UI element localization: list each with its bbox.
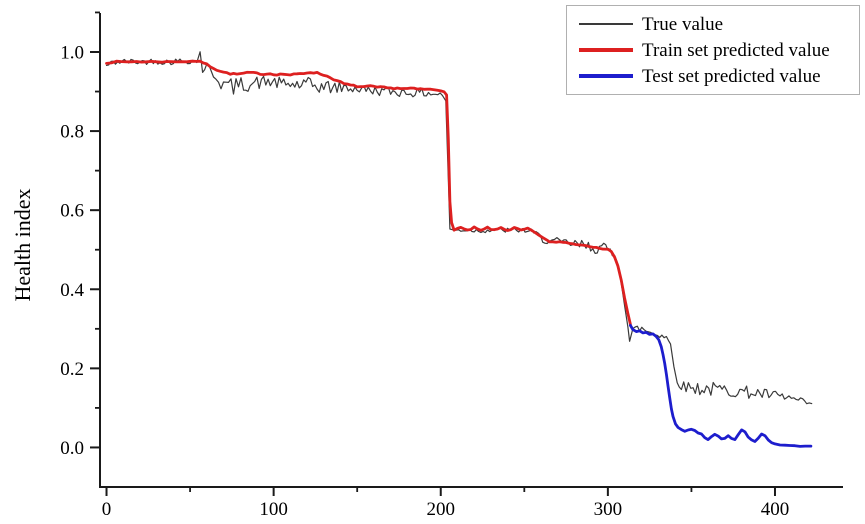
x-tick-label: 100 [259,499,288,520]
axes: 0.0 0.2 0.4 0.6 0.8 1.0 0 100 200 300 400 [60,11,843,520]
y-axis-title: Health index [10,188,35,301]
series [105,51,813,448]
legend-label-true-value: True value [642,13,724,35]
x-tick-label: 400 [761,499,790,520]
test-set-predicted-value-line [629,324,813,448]
y-axis: 0.0 0.2 0.4 0.6 0.8 1.0 [60,11,100,459]
train-predicted-line-sample [579,48,633,52]
legend-item-train-predicted: Train set predicted value [579,37,853,63]
true-value-line-sample [579,23,633,25]
legend-item-true-value: True value [579,11,853,37]
test-predicted-line-sample [579,74,633,78]
x-tick-label: 200 [427,499,456,520]
y-tick-label: 1.0 [60,42,84,63]
legend-label-train-predicted: Train set predicted value [642,39,830,61]
x-tick-label: 0 [102,499,112,520]
y-tick-label: 0.8 [60,122,84,143]
legend-label-test-predicted: Test set predicted value [642,65,821,87]
x-tick-label: 300 [594,499,623,520]
y-tick-label: 0.2 [60,359,84,380]
legend: True value Train set predicted value Tes… [566,5,860,95]
legend-item-test-predicted: Test set predicted value [579,63,853,89]
y-tick-label: 0.0 [60,438,84,459]
y-tick-label: 0.4 [60,280,84,301]
x-axis: 0 100 200 300 400 [102,487,789,520]
y-tick-label: 0.6 [60,201,84,222]
true-value-line [105,51,813,405]
train-set-predicted-value-line [105,59,632,326]
